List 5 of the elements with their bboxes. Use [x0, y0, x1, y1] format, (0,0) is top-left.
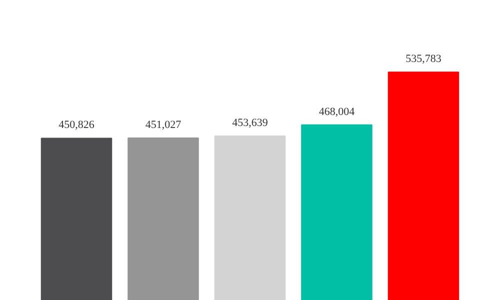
data-label: 451,027 — [145, 119, 182, 132]
data-label: 450,826 — [58, 119, 95, 132]
data-label: 535,783 — [406, 53, 442, 66]
data-label: 468,004 — [318, 106, 356, 118]
data-label: 453,639 — [232, 117, 268, 130]
